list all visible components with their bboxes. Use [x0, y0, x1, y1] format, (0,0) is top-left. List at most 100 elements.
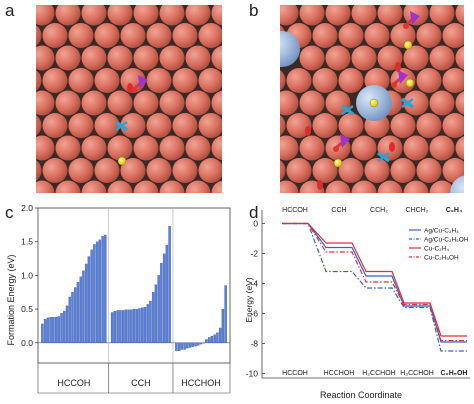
bar — [191, 342, 194, 347]
h-atom — [333, 158, 343, 168]
top-intermediate-label: CHCH₂ — [406, 207, 429, 214]
bar — [188, 342, 192, 348]
bar — [202, 342, 205, 344]
bar — [127, 309, 130, 343]
cu-atom — [94, 158, 120, 183]
cu-atom — [159, 90, 185, 116]
top-intermediate-label: C₂H₄ — [446, 207, 463, 214]
y-tick-label: 1.0 — [21, 270, 33, 280]
oxygen-atom — [389, 142, 395, 152]
oxygen-atom — [391, 82, 397, 88]
cu-atom — [299, 45, 325, 71]
bond — [401, 97, 414, 109]
top-intermediate-label: HCCOH — [282, 207, 308, 214]
cu-atom — [280, 5, 299, 26]
cu-atom — [280, 180, 299, 193]
cu-atom — [172, 23, 198, 48]
cu-atom — [403, 90, 429, 116]
series-line — [282, 222, 467, 342]
bar — [79, 276, 82, 343]
bar — [213, 334, 216, 343]
y-tick-label: 0.5 — [21, 304, 33, 314]
cu-atom — [42, 158, 68, 183]
cu-atom — [185, 135, 211, 161]
bar — [177, 342, 181, 352]
cu-atom — [416, 158, 442, 183]
cu-atom — [107, 135, 133, 161]
bar — [121, 310, 125, 343]
panel-label-d: d — [249, 203, 259, 222]
bar — [197, 342, 200, 346]
cu-atom — [299, 90, 325, 116]
cu-atom — [133, 45, 159, 71]
bar — [60, 312, 63, 343]
bar — [101, 236, 104, 343]
cu-atom — [42, 68, 68, 93]
cu-atom — [55, 45, 81, 71]
cu-atom — [338, 158, 364, 183]
bar — [93, 244, 96, 343]
h-atom — [405, 78, 415, 88]
cu-atom — [159, 180, 185, 193]
legend-label: Cu-C₂H₅OH — [424, 255, 459, 262]
ag-atom — [280, 31, 300, 67]
group-label: CCH — [131, 378, 151, 388]
bar — [154, 284, 158, 343]
cu-atom — [81, 135, 107, 161]
cu-atom — [94, 23, 120, 48]
cu-atom — [120, 68, 146, 93]
y-tick-label: -4 — [250, 279, 258, 289]
cu-atom — [172, 158, 198, 183]
formation-energy-bar-chart: Formation Energy (eV) 0.0 0.5 1.0 1.5 2.0 HCC… — [6, 203, 231, 394]
cu-atom — [299, 135, 325, 161]
cu-atom — [198, 158, 222, 183]
bar — [149, 300, 152, 343]
cu-atom — [94, 113, 120, 138]
cu-atom — [429, 45, 455, 71]
cu-atom — [159, 135, 185, 161]
bar — [157, 275, 160, 343]
bar — [119, 310, 122, 343]
bar — [168, 226, 171, 343]
surface-structure-a — [36, 5, 222, 193]
cu-atom — [94, 68, 120, 93]
cu-atom — [159, 5, 185, 26]
cu-atom — [107, 45, 133, 71]
cu-atom — [36, 5, 55, 26]
bar — [46, 317, 50, 343]
series-line — [282, 222, 467, 337]
cu-atom — [364, 158, 390, 183]
cu-atom — [286, 158, 312, 183]
cu-atom — [280, 90, 299, 116]
cu-atom — [81, 90, 107, 116]
bar — [221, 308, 225, 343]
cu-atom — [455, 91, 464, 115]
cu-atom — [198, 23, 222, 48]
cu-atom — [312, 23, 338, 48]
bar — [162, 253, 166, 343]
h-atom — [117, 156, 127, 166]
bar — [68, 296, 71, 343]
cu-atom — [146, 68, 172, 93]
bar — [140, 307, 144, 343]
cu-atom — [403, 180, 429, 193]
bar — [98, 239, 102, 343]
cu-atom — [185, 5, 211, 26]
bond — [115, 120, 128, 132]
cu-atom — [55, 5, 81, 26]
bond — [341, 104, 354, 116]
cu-atom — [429, 135, 455, 161]
bar — [205, 339, 208, 343]
cu-atom — [338, 23, 364, 48]
bar — [49, 317, 52, 343]
bottom-intermediate-label: H₂CCHOH — [362, 370, 395, 377]
bar — [82, 270, 85, 343]
cu-atom — [351, 45, 377, 71]
ag-atom — [450, 175, 464, 193]
y-tick-label: -8 — [250, 339, 258, 349]
cu-atom — [211, 90, 222, 116]
cu-atom — [146, 23, 172, 48]
cu-atom — [338, 68, 364, 93]
oxygen-atom — [305, 126, 311, 136]
cu-atom — [55, 135, 81, 161]
